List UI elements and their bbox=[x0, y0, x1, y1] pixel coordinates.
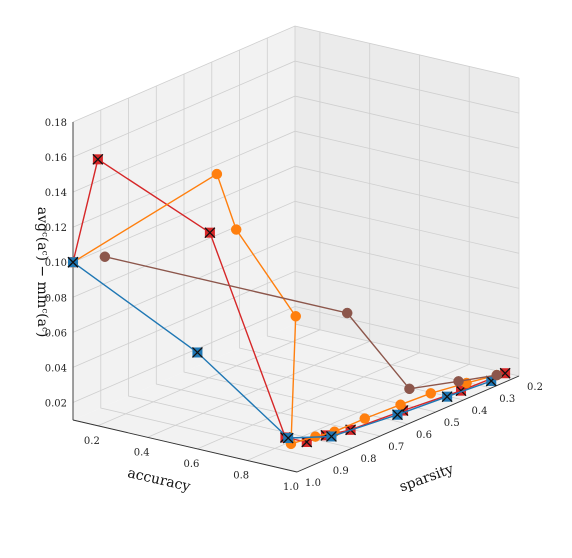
data-point bbox=[99, 251, 111, 262]
z-tick-label: 0.12 bbox=[45, 223, 67, 234]
z-tick-label: 0.06 bbox=[45, 328, 67, 339]
x-tick-label: 0.2 bbox=[84, 436, 100, 447]
data-point bbox=[425, 388, 437, 399]
y-tick-label: 0.6 bbox=[416, 430, 432, 441]
z-tick-label: 0.02 bbox=[45, 398, 67, 409]
marker-x bbox=[441, 391, 453, 403]
data-point bbox=[453, 376, 464, 387]
marker-x bbox=[67, 256, 79, 268]
data-point bbox=[211, 168, 223, 180]
z-grid-line bbox=[72, 235, 520, 333]
series-1 bbox=[67, 168, 503, 450]
z-grid-line bbox=[72, 306, 520, 403]
grid-lines bbox=[72, 25, 520, 473]
tick-labels: 0.2 0.4 0.6 0.8 1.0 0.2 0.3 0.4 0.5 0.6 0.7 0.8 0.9 1… bbox=[45, 118, 543, 493]
y-grid-line bbox=[266, 38, 492, 389]
data-point bbox=[392, 409, 403, 421]
marker-x bbox=[191, 347, 203, 358]
y-grid-line bbox=[183, 74, 409, 425]
z-tick-label: 0.08 bbox=[45, 293, 67, 304]
data-point bbox=[191, 347, 203, 358]
x-tick-label: 0.6 bbox=[183, 459, 199, 470]
z-tick-label: 0.04 bbox=[45, 363, 67, 374]
series-3 bbox=[99, 251, 503, 395]
x-axis-label: accuracy bbox=[126, 465, 192, 495]
z-grid-line bbox=[72, 130, 520, 228]
y-grid-line bbox=[211, 62, 436, 413]
z-axis-label: avgᶜ(aᶜ) − minᶜ(aᶜ) bbox=[34, 207, 50, 338]
series-line bbox=[72, 172, 497, 445]
y-tick-label: 0.7 bbox=[388, 442, 404, 453]
marker-x bbox=[282, 432, 294, 444]
z-grid-line bbox=[72, 270, 520, 368]
data-point bbox=[404, 383, 415, 395]
x-tick-label: 0.4 bbox=[134, 447, 150, 458]
data-point bbox=[359, 413, 370, 424]
y-axis-line bbox=[296, 375, 520, 473]
y-grid-line bbox=[155, 86, 381, 437]
y-tick-label: 0.8 bbox=[361, 454, 377, 465]
data-point bbox=[230, 224, 242, 235]
data-point bbox=[395, 399, 406, 410]
data-point bbox=[325, 431, 337, 442]
marker-x bbox=[392, 409, 403, 421]
z-grid-line bbox=[72, 95, 520, 193]
y-grid-line bbox=[128, 98, 353, 449]
marker-x bbox=[325, 431, 337, 442]
series-2 bbox=[67, 256, 497, 444]
data-point bbox=[92, 153, 104, 165]
marker-x bbox=[92, 153, 104, 165]
y-grid-line bbox=[239, 50, 464, 401]
z-grid-line bbox=[72, 165, 520, 263]
z-tick-label: 0.14 bbox=[45, 188, 67, 199]
y-tick-label: 0.4 bbox=[472, 406, 488, 417]
data-point bbox=[67, 256, 79, 268]
x-tick-label: 0.8 bbox=[233, 470, 249, 481]
data-point bbox=[491, 369, 503, 381]
y-tick-label: 0.2 bbox=[527, 382, 543, 393]
data-point bbox=[204, 227, 216, 239]
y-tick-label: 0.9 bbox=[333, 466, 349, 477]
data-point bbox=[341, 307, 353, 319]
marker-x bbox=[204, 227, 216, 239]
y-tick-label: 1.0 bbox=[305, 478, 321, 489]
y-tick-label: 0.5 bbox=[444, 418, 460, 429]
z-tick-label: 0.18 bbox=[45, 118, 67, 129]
data-point bbox=[290, 311, 301, 322]
x-axis-line bbox=[72, 419, 298, 473]
data-point bbox=[441, 391, 453, 403]
right-wall-pane bbox=[295, 26, 519, 376]
data-series bbox=[67, 153, 511, 450]
z-tick-label: 0.10 bbox=[45, 258, 67, 269]
z-grid-line bbox=[72, 200, 520, 298]
y-grid-line bbox=[100, 110, 325, 461]
data-point bbox=[282, 432, 294, 444]
y-axis-label: sparsity bbox=[397, 461, 456, 495]
z-grid-line bbox=[72, 25, 520, 123]
z-grid-line bbox=[72, 60, 520, 158]
z-tick-label: 0.16 bbox=[45, 153, 67, 164]
y-tick-label: 0.3 bbox=[499, 394, 515, 405]
x-tick-label: 1.0 bbox=[283, 482, 299, 493]
